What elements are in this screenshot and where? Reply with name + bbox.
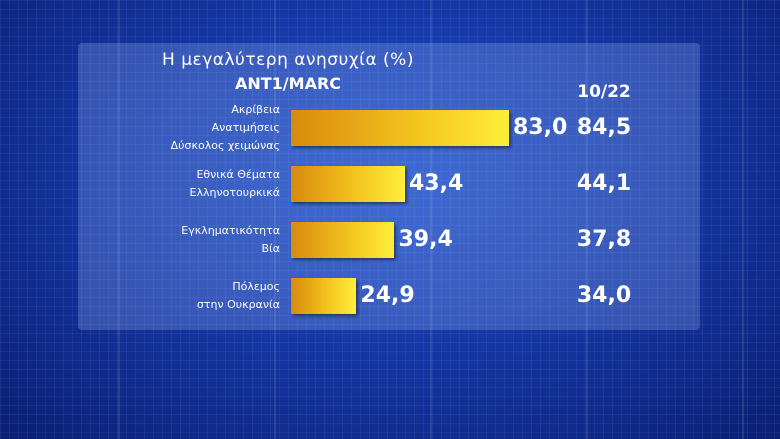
category-label-line: στην Ουκρανία xyxy=(196,298,280,311)
compare-value-label: 44,1 xyxy=(576,171,632,196)
category-label-line: Ελληνοτουρκικά xyxy=(189,186,280,199)
category-label-line: Βία xyxy=(261,242,280,255)
compare-column-header: 10/22 xyxy=(577,82,631,102)
category-label-line: Ακρίβεια xyxy=(231,103,280,116)
bar xyxy=(291,166,405,202)
category-label: Ακρίβεια Ανατιμήσεις Δύσκολος χειμώνας xyxy=(120,101,280,155)
bar-value-label: 24,9 xyxy=(360,283,415,308)
compare-value-label: 84,5 xyxy=(576,115,632,140)
compare-value-label: 37,8 xyxy=(576,227,632,252)
bar-value-label: 39,4 xyxy=(398,227,453,252)
category-label-line: Δύσκολος χειμώνας xyxy=(170,139,280,152)
bar xyxy=(291,222,395,258)
category-label-line: Ανατιμήσεις xyxy=(211,121,280,134)
bar xyxy=(291,110,509,146)
bar-value-label: 83,0 xyxy=(513,115,568,140)
chart-subtitle: ANT1/MARC xyxy=(234,74,342,93)
category-label: Πόλεμος στην Ουκρανία xyxy=(120,278,280,314)
category-label: Εγκληματικότητα Βία xyxy=(120,222,280,258)
bar-value-label: 43,4 xyxy=(408,171,464,196)
category-label-line: Εγκληματικότητα xyxy=(181,224,280,237)
category-label-line: Πόλεμος xyxy=(232,280,280,293)
category-label-line: Εθνικά Θέματα xyxy=(196,168,280,181)
bar xyxy=(291,278,357,314)
category-label: Εθνικά Θέματα Ελληνοτουρκικά xyxy=(120,166,280,202)
compare-value-label: 34,0 xyxy=(576,283,632,308)
chart-title: Η μεγαλύτερη ανησυχία (%) xyxy=(162,50,414,70)
